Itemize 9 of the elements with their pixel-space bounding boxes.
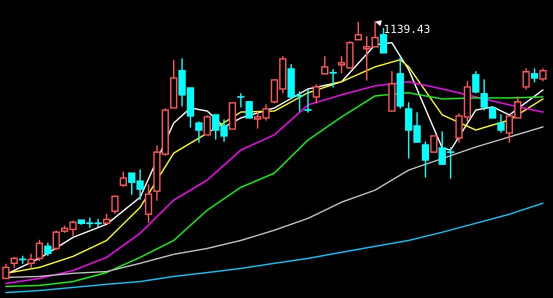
candlestick	[18, 256, 26, 264]
candlestick	[237, 93, 245, 108]
candlestick	[522, 68, 530, 90]
candlestick	[329, 68, 337, 88]
candlestick	[480, 79, 488, 111]
candlestick	[44, 242, 52, 256]
candlestick	[312, 84, 320, 104]
annotation: 1139.43	[384, 24, 430, 34]
candlestick	[396, 57, 404, 109]
